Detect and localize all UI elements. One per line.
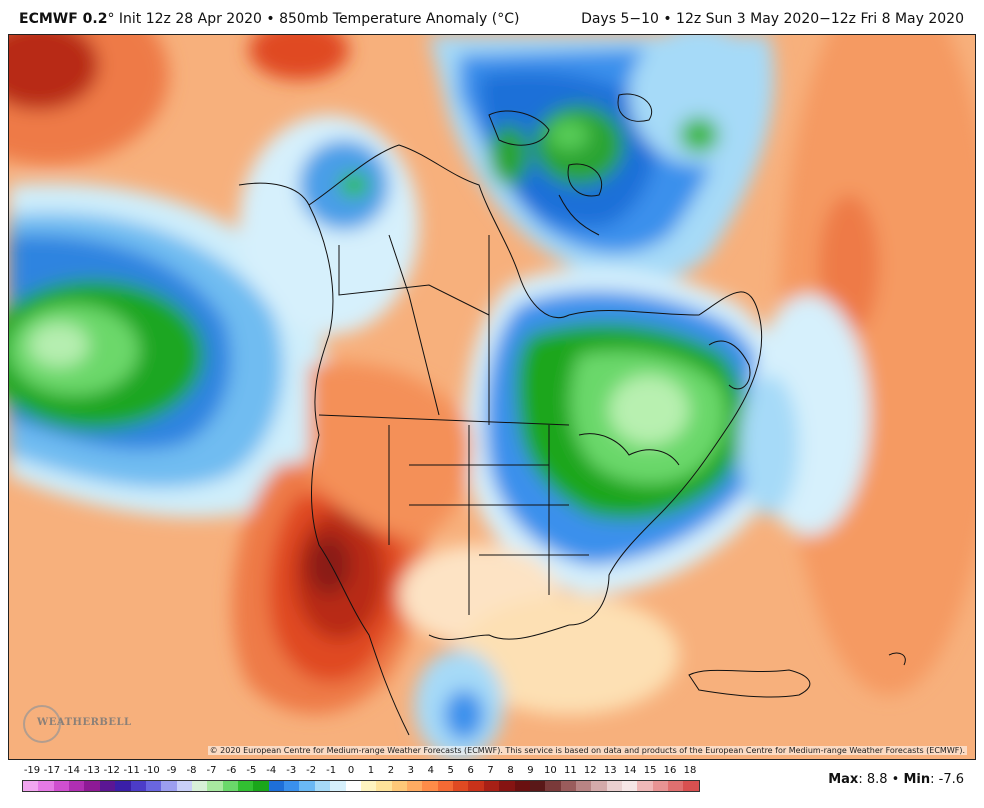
legend-swatch	[499, 781, 515, 791]
legend-swatch	[268, 781, 285, 791]
legend-label: -4	[266, 765, 277, 776]
legend-label: 8	[507, 765, 514, 776]
logo-text: WEATHERBELL	[37, 717, 132, 728]
legend-label: 7	[487, 765, 494, 776]
legend-label: -9	[166, 765, 177, 776]
legend-swatch	[560, 781, 576, 791]
legend-swatch	[115, 781, 131, 791]
min-label: Min	[903, 772, 931, 787]
legend-label: 2	[387, 765, 395, 776]
weatherbell-logo: WEATHERBELL	[23, 705, 131, 745]
legend-swatch	[299, 781, 315, 791]
coastlines	[238, 93, 906, 736]
legend-label: -17	[43, 765, 61, 776]
map-title: ECMWF 0.2° Init 12z 28 Apr 2020 • 850mb …	[19, 11, 519, 27]
legend-swatch	[253, 781, 269, 791]
legend-label: 10	[544, 765, 557, 776]
legend-swatch	[38, 781, 54, 791]
legend-label: 15	[643, 765, 657, 776]
legend-label: -8	[186, 765, 197, 776]
legend-label: 1	[367, 765, 375, 776]
legend-swatch	[207, 781, 223, 791]
legend-swatch	[606, 781, 623, 791]
max-value: : 8.8 •	[858, 772, 904, 787]
legend-swatch	[437, 781, 454, 791]
legend-swatch	[406, 781, 423, 791]
legend-label: -3	[286, 765, 297, 776]
header: ECMWF 0.2° Init 12z 28 Apr 2020 • 850mb …	[0, 0, 984, 34]
legend-swatch	[53, 781, 70, 791]
legend-label: -5	[246, 765, 257, 776]
legend-label: 0	[347, 765, 355, 776]
logo-ring	[23, 705, 61, 743]
legend-swatch	[284, 781, 300, 791]
legend-label: 6	[467, 765, 474, 776]
legend-swatch	[652, 781, 669, 791]
legend-swatch	[222, 781, 239, 791]
legend-label: 16	[663, 765, 677, 776]
legend-label: 4	[427, 765, 434, 776]
legend-label: -11	[123, 765, 140, 776]
legend-label: 13	[603, 765, 617, 776]
legend-swatch	[468, 781, 484, 791]
legend-swatch	[453, 781, 469, 791]
max-min-stats: Max: 8.8 • Min: -7.6	[828, 772, 964, 787]
legend-swatch	[191, 781, 208, 791]
valid-period: Days 5−10 • 12z Sun 3 May 2020−12z Fri 8…	[581, 11, 964, 27]
legend-label: 9	[527, 765, 534, 776]
legend-swatch	[145, 781, 162, 791]
legend-label: 11	[563, 765, 577, 776]
legend-swatch	[161, 781, 177, 791]
legend-swatch	[545, 781, 561, 791]
init-and-variable: ° Init 12z 28 Apr 2020 • 850mb Temperatu…	[107, 11, 520, 27]
legend-swatch	[422, 781, 438, 791]
model-name: ECMWF 0.2	[19, 11, 108, 27]
legend-label: -6	[226, 765, 237, 776]
legend-swatch	[529, 781, 546, 791]
legend-swatch	[69, 781, 85, 791]
legend-label: 18	[683, 765, 697, 776]
legend-swatch	[238, 781, 254, 791]
min-value: : -7.6	[930, 772, 964, 787]
legend-swatch	[130, 781, 146, 791]
anomaly-field	[9, 35, 975, 759]
legend-labels: -19 -17 -14 -13 -12 -11 -10 -9 -8 -7 -6 -5 -4 -3 -2 -1 0…	[22, 765, 700, 779]
legend-label: -14	[63, 765, 81, 776]
anomaly-map[interactable]: WEATHERBELL © 2020 European Centre for M…	[8, 34, 976, 760]
legend-swatch	[376, 781, 392, 791]
legend-label: -13	[83, 765, 100, 776]
color-scale-legend: -19 -17 -14 -13 -12 -11 -10 -9 -8 -7 -6 -5 -4 -3 -2 -1 0…	[22, 765, 700, 795]
legend-swatch	[483, 781, 500, 791]
legend-label: -7	[206, 765, 217, 776]
legend-color-bar	[22, 780, 700, 792]
legend-label: -2	[306, 765, 317, 776]
legend-label: -10	[143, 765, 160, 776]
legend-swatch	[668, 781, 684, 791]
legend-swatch	[314, 781, 331, 791]
legend-swatch	[99, 781, 116, 791]
legend-swatch	[330, 781, 346, 791]
legend-swatch	[637, 781, 653, 791]
legend-swatch	[391, 781, 407, 791]
legend-swatch	[176, 781, 192, 791]
copyright-notice: © 2020 European Centre for Medium-range …	[207, 746, 967, 755]
legend-label: 12	[583, 765, 597, 776]
legend-swatch	[360, 781, 377, 791]
legend-label: -1	[326, 765, 337, 776]
max-label: Max	[828, 772, 859, 787]
legend-label: -12	[103, 765, 120, 776]
legend-swatch	[23, 781, 39, 791]
legend-swatch	[683, 781, 699, 791]
legend-swatch	[575, 781, 592, 791]
legend-swatch	[514, 781, 530, 791]
legend-label: -19	[23, 765, 41, 776]
legend-swatch	[84, 781, 100, 791]
legend-label: 5	[447, 765, 454, 776]
legend-swatch	[345, 781, 361, 791]
legend-label: 3	[407, 765, 415, 776]
legend-swatch	[622, 781, 638, 791]
legend-swatch	[591, 781, 607, 791]
legend-label: 14	[623, 765, 637, 776]
